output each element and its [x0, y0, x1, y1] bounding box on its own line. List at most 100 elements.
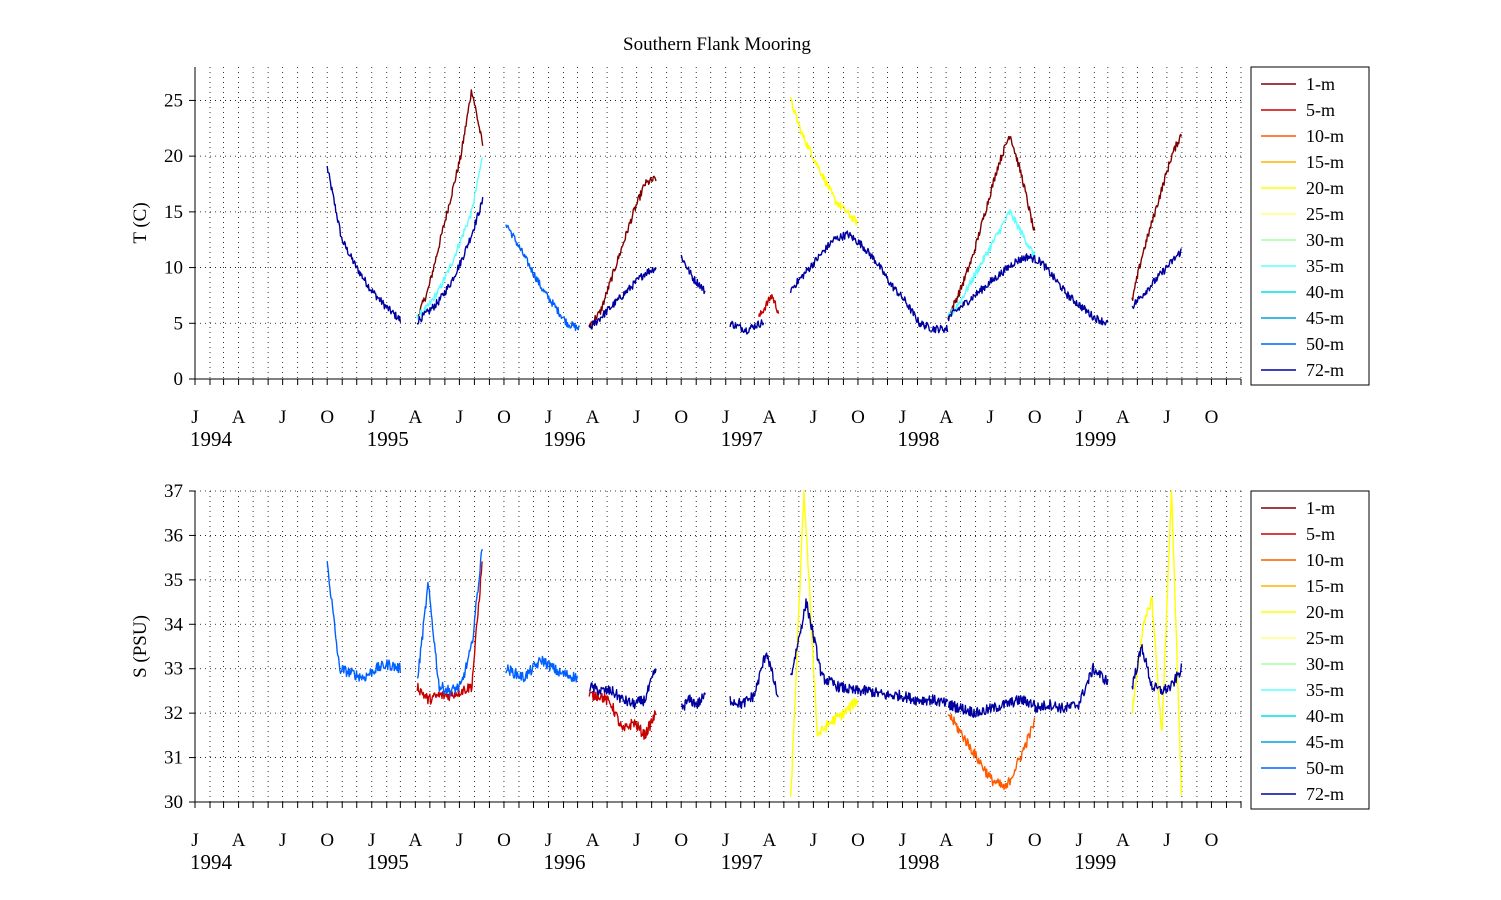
x-tick-label: O [1205, 830, 1219, 851]
legend-label: 5-m [1306, 524, 1335, 544]
y-axis-title: T (C) [130, 202, 151, 243]
x-year-label: 1999 [1074, 850, 1116, 874]
series-line [326, 561, 401, 682]
series-line [505, 655, 579, 683]
legend-label: 1-m [1306, 498, 1335, 518]
x-year-label: 1995 [367, 850, 409, 874]
series-line [729, 652, 779, 709]
x-year-label: 1994 [190, 427, 233, 451]
y-tick-label: 20 [164, 146, 183, 167]
x-tick-label: O [851, 830, 865, 851]
legend-label: 15-m [1306, 152, 1344, 172]
y-tick-label: 35 [164, 570, 183, 591]
x-tick-label: O [320, 407, 334, 428]
series-line [680, 254, 706, 295]
x-tick-label: J [545, 407, 552, 428]
x-tick-label: J [722, 830, 729, 851]
series-line [505, 224, 580, 332]
series-line [588, 668, 657, 710]
legend-label: 25-m [1306, 628, 1344, 648]
legend-label: 20-m [1306, 178, 1344, 198]
x-tick-label: A [762, 830, 776, 851]
x-tick-label: J [456, 407, 463, 428]
series-line [588, 689, 657, 740]
x-tick-label: J [899, 407, 906, 428]
x-year-label: 1995 [367, 427, 409, 451]
x-tick-label: O [674, 407, 688, 428]
legend-label: 50-m [1306, 334, 1344, 354]
y-tick-label: 5 [174, 313, 184, 334]
series-line [1131, 490, 1183, 796]
series-line [1034, 662, 1109, 714]
legend-label: 50-m [1306, 758, 1344, 778]
x-tick-label: A [408, 830, 422, 851]
legend-label: 72-m [1306, 784, 1344, 804]
series-line [416, 548, 483, 697]
x-tick-label: J [1163, 830, 1170, 851]
legend-label: 30-m [1306, 230, 1344, 250]
y-tick-label: 25 [164, 90, 183, 111]
x-tick-label: J [810, 830, 817, 851]
legend-label: 45-m [1306, 308, 1344, 328]
series-line [789, 96, 858, 226]
legend-label: 10-m [1306, 126, 1344, 146]
series-line [789, 490, 859, 797]
x-tick-label: A [232, 407, 246, 428]
series-line [947, 136, 1036, 319]
legend-label: 30-m [1306, 654, 1344, 674]
x-tick-label: A [408, 407, 422, 428]
series-line [789, 230, 949, 334]
x-tick-label: J [191, 830, 198, 851]
legend-label: 10-m [1306, 550, 1344, 570]
x-tick-label: A [586, 830, 600, 851]
y-tick-label: 33 [164, 659, 183, 680]
series-line [326, 166, 401, 323]
series-line [416, 561, 483, 705]
x-tick-label: J [633, 407, 640, 428]
legend-label: 40-m [1306, 706, 1344, 726]
x-tick-label: J [1076, 407, 1083, 428]
series-line [947, 695, 1036, 718]
x-tick-label: A [232, 830, 246, 851]
y-tick-label: 30 [164, 792, 183, 813]
series-line [416, 157, 483, 321]
x-tick-label: A [1116, 407, 1130, 428]
legend-label: 45-m [1306, 732, 1344, 752]
x-tick-label: J [279, 407, 286, 428]
x-tick-label: A [1116, 830, 1130, 851]
y-tick-label: 32 [164, 703, 183, 724]
legend-box [1250, 490, 1370, 810]
x-tick-label: O [674, 830, 688, 851]
legend-label: 15-m [1306, 576, 1344, 596]
series-line [680, 692, 707, 711]
x-year-label: 1997 [721, 850, 763, 874]
y-tick-label: 15 [164, 202, 183, 223]
legend-label: 1-m [1306, 74, 1335, 94]
x-tick-label: J [722, 407, 729, 428]
temperature-panel: 0 5 10 15 20 25 J A J O J A J O J A J O J A J O J A J O J A J O 1994 19… [130, 66, 1370, 451]
x-tick-label: O [497, 830, 511, 851]
legend-label: 20-m [1306, 602, 1344, 622]
series-line [789, 598, 949, 707]
x-tick-label: J [899, 830, 906, 851]
x-year-label: 1997 [721, 427, 763, 451]
x-tick-label: J [191, 407, 198, 428]
x-tick-label: A [586, 407, 600, 428]
x-tick-label: J [1076, 830, 1083, 851]
x-tick-label: A [939, 830, 953, 851]
y-axis-title: S (PSU) [130, 615, 151, 678]
x-tick-label: O [851, 407, 865, 428]
series-line [758, 294, 780, 317]
salinity-panel: 30 31 32 33 34 35 36 37 J A J O J A J O J A J O J A J O J A J O J A J O… [130, 481, 1370, 874]
series-line [588, 266, 657, 330]
series-line [1131, 644, 1183, 696]
x-tick-label: A [939, 407, 953, 428]
series-line [729, 319, 765, 335]
series-line [1131, 248, 1183, 310]
y-tick-label: 0 [174, 369, 184, 390]
x-tick-label: J [368, 830, 375, 851]
legend-label: 5-m [1306, 100, 1335, 120]
x-year-label: 1994 [190, 850, 233, 874]
series-line [416, 197, 484, 325]
